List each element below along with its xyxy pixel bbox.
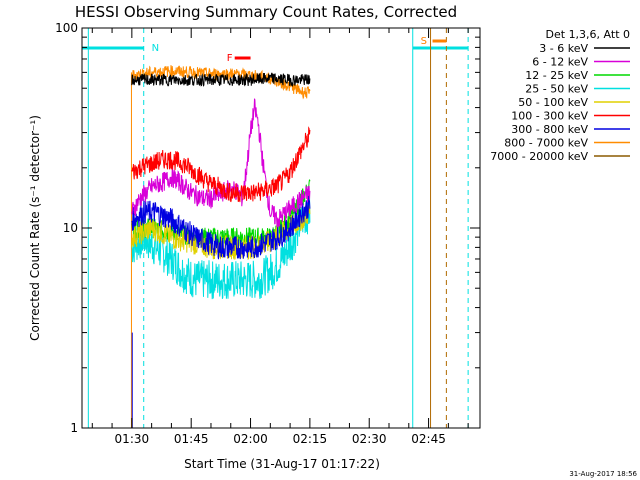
legend-label: 3 - 6 keV bbox=[539, 42, 588, 55]
legend-label: 300 - 800 keV bbox=[511, 123, 588, 136]
series-line-2 bbox=[131, 179, 311, 248]
y-tick-label: 1 bbox=[70, 421, 78, 435]
x-axis-label: Start Time (31-Aug-17 01:17:22) bbox=[184, 457, 380, 471]
x-tick-label: 02:00 bbox=[233, 432, 268, 446]
legend-label: 800 - 7000 keV bbox=[504, 137, 588, 150]
series-line-5 bbox=[131, 126, 311, 203]
flare-label: F bbox=[227, 53, 233, 64]
saa-label: S bbox=[421, 36, 427, 47]
x-tick-label: 02:45 bbox=[411, 432, 446, 446]
x-tick-label: 02:15 bbox=[293, 432, 328, 446]
y-tick-label: 100 bbox=[55, 21, 78, 35]
legend-label: 50 - 100 keV bbox=[518, 96, 588, 109]
legend-label: 12 - 25 keV bbox=[525, 69, 588, 82]
chart-title: HESSI Observing Summary Count Rates, Cor… bbox=[75, 3, 457, 21]
x-tick-label: 01:30 bbox=[115, 432, 150, 446]
x-tick-label: 02:30 bbox=[352, 432, 387, 446]
legend-label: 6 - 12 keV bbox=[532, 56, 588, 69]
night-label: N bbox=[152, 43, 159, 54]
y-axis-label: Corrected Count Rate (s⁻¹ detector⁻¹) bbox=[28, 115, 42, 341]
legend-label: 7000 - 20000 keV bbox=[490, 150, 588, 163]
series-line-0 bbox=[131, 72, 311, 88]
legend-header: Det 1,3,6, Att 0 bbox=[546, 28, 630, 41]
series-line-6 bbox=[131, 194, 311, 260]
legend-label: 100 - 300 keV bbox=[511, 110, 588, 123]
timestamp: 31-Aug-2017 18:56 bbox=[569, 470, 637, 478]
x-tick-label: 01:45 bbox=[174, 432, 209, 446]
legend-label: 25 - 50 keV bbox=[525, 83, 588, 96]
y-tick-label: 10 bbox=[63, 221, 78, 235]
